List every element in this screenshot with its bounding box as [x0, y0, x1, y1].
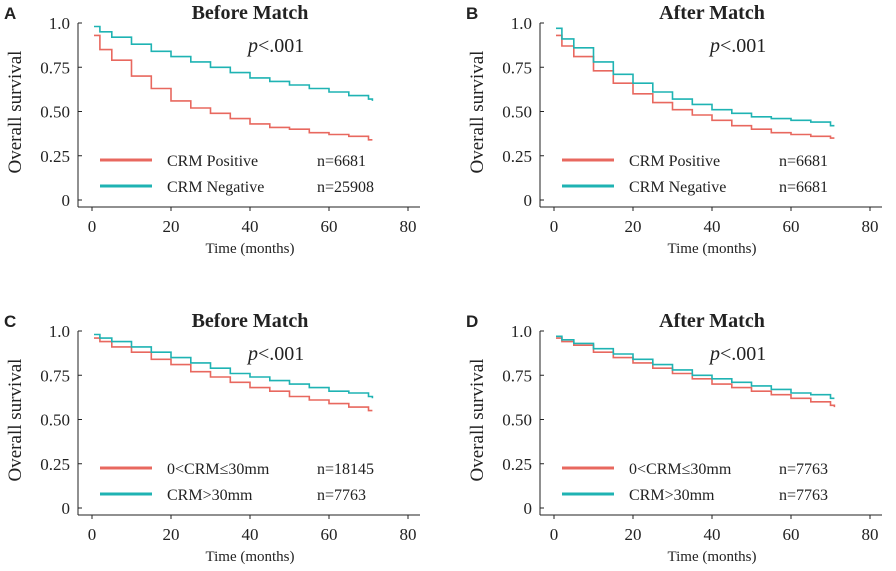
y-tick-label: 0: [62, 499, 71, 518]
y-tick-label: 1.0: [49, 14, 70, 33]
legend-label: CRM Negative: [167, 179, 264, 196]
x-tick-label: 80: [400, 525, 417, 544]
p-value: p<.001: [708, 343, 766, 365]
y-tick-label: 0.75: [40, 366, 70, 385]
panel-label: B: [466, 4, 478, 23]
x-axis-label: Time (months): [205, 549, 294, 565]
y-tick-label: 0.75: [40, 58, 70, 77]
legend-label: 0<CRM≤30mm: [167, 461, 270, 478]
p-value: p<.001: [708, 35, 766, 57]
y-axis-label: Overall survival: [467, 359, 488, 482]
x-tick-label: 60: [783, 217, 800, 236]
y-tick-label: 0: [524, 191, 533, 210]
x-tick-label: 40: [704, 217, 721, 236]
survival-curve-crm-negative: [94, 25, 374, 101]
chart-title: After Match: [659, 310, 765, 332]
p-value-symbol: p: [246, 343, 258, 365]
legend-sample-size: n=6681: [317, 153, 366, 170]
legend-sample-size: n=6681: [779, 179, 828, 196]
p-value-threshold: <.001: [258, 343, 304, 365]
chart-title: Before Match: [192, 310, 309, 332]
x-tick-label: 80: [400, 217, 417, 236]
x-tick-label: 60: [321, 525, 338, 544]
x-tick-label: 20: [163, 525, 180, 544]
legend-label: CRM Positive: [629, 153, 720, 170]
survival-curve-crm-negative: [556, 27, 835, 127]
survival-curve-crm-positive: [556, 34, 835, 139]
y-tick-label: 0.25: [502, 147, 532, 166]
chart-title: After Match: [659, 2, 765, 24]
legend-label: 0<CRM≤30mm: [629, 461, 732, 478]
survival-curve-crm-30mm: [94, 333, 374, 399]
survival-curve-crm-30mm: [556, 335, 835, 400]
y-tick-label: 0.25: [502, 455, 532, 474]
x-tick-label: 40: [242, 217, 259, 236]
p-value-symbol: p: [708, 343, 720, 365]
legend-sample-size: n=7763: [317, 487, 366, 504]
x-tick-label: 20: [625, 217, 642, 236]
x-tick-label: 20: [163, 217, 180, 236]
x-tick-label: 80: [862, 217, 879, 236]
y-tick-label: 0.75: [502, 58, 532, 77]
y-tick-label: 1.0: [49, 322, 70, 341]
legend-label: CRM>30mm: [167, 487, 253, 504]
x-tick-label: 20: [625, 525, 642, 544]
p-value-threshold: <.001: [720, 35, 766, 57]
y-tick-label: 0.25: [40, 147, 70, 166]
legend-sample-size: n=6681: [779, 153, 828, 170]
p-value-threshold: <.001: [258, 35, 304, 57]
x-tick-label: 0: [88, 525, 97, 544]
y-tick-label: 0.50: [502, 103, 532, 122]
y-tick-label: 0.25: [40, 455, 70, 474]
y-tick-label: 0.75: [502, 366, 532, 385]
legend-label: CRM Positive: [167, 153, 258, 170]
x-tick-label: 40: [704, 525, 721, 544]
x-axis-label: Time (months): [205, 241, 294, 257]
chart-panel-b: B After Match p<.001 Overall survival 0 0.25 0…: [466, 2, 882, 257]
survival-curve-0-crm-30mm: [94, 337, 373, 412]
y-axis-label: Overall survival: [5, 359, 26, 482]
x-axis-label: Time (months): [667, 241, 756, 257]
x-tick-label: 0: [550, 217, 559, 236]
x-tick-label: 80: [862, 525, 879, 544]
panel-label: D: [466, 312, 478, 331]
y-tick-label: 1.0: [511, 14, 532, 33]
legend-label: CRM Negative: [629, 179, 726, 196]
y-axis-label: Overall survival: [5, 51, 26, 174]
y-tick-label: 0.50: [502, 411, 532, 430]
x-tick-label: 0: [550, 525, 559, 544]
y-tick-label: 0.50: [40, 411, 70, 430]
survival-curve-crm-positive: [94, 34, 373, 141]
chart-title: Before Match: [192, 2, 309, 24]
legend-sample-size: n=7763: [779, 461, 828, 478]
chart-panel-c: C Before Match p<.001 Overall survival 0 0.25…: [4, 310, 420, 565]
legend-sample-size: n=7763: [779, 487, 828, 504]
x-tick-label: 40: [242, 525, 259, 544]
y-tick-label: 0: [524, 499, 533, 518]
y-tick-label: 0.50: [40, 103, 70, 122]
x-tick-label: 0: [88, 217, 97, 236]
panel-label: C: [4, 312, 16, 331]
p-value-symbol: p: [246, 35, 258, 57]
legend-sample-size: n=25908: [317, 179, 374, 196]
p-value: p<.001: [246, 35, 304, 57]
p-value-symbol: p: [708, 35, 720, 57]
chart-panel-a: A Before Match p<.001 Overall survival 0 0.25…: [4, 2, 420, 257]
chart-panel-d: D After Match p<.001 Overall survival 0 0.25 0…: [466, 310, 882, 565]
x-axis-label: Time (months): [667, 549, 756, 565]
y-tick-label: 1.0: [511, 322, 532, 341]
p-value: p<.001: [246, 343, 304, 365]
legend-label: CRM>30mm: [629, 487, 715, 504]
x-tick-label: 60: [321, 217, 338, 236]
x-tick-label: 60: [783, 525, 800, 544]
y-tick-label: 0: [62, 191, 71, 210]
p-value-threshold: <.001: [720, 343, 766, 365]
legend-sample-size: n=18145: [317, 461, 374, 478]
y-axis-label: Overall survival: [467, 51, 488, 174]
panel-label: A: [4, 4, 16, 23]
